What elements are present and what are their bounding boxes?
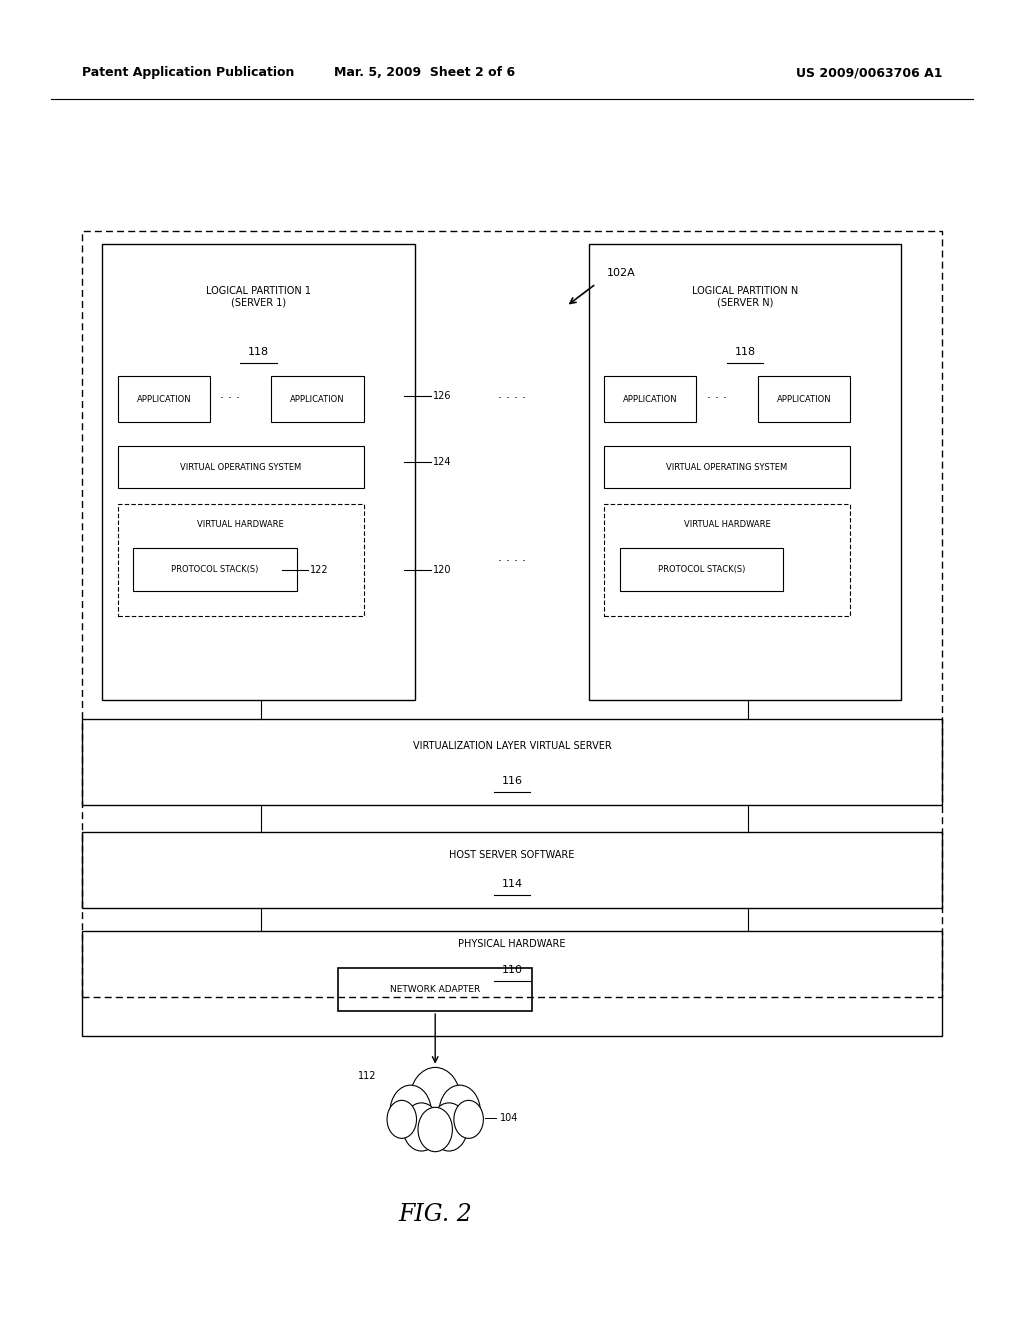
Bar bbox=[118, 446, 364, 488]
Bar bbox=[82, 931, 942, 1036]
Circle shape bbox=[430, 1104, 468, 1151]
Circle shape bbox=[390, 1085, 431, 1138]
Bar bbox=[82, 231, 942, 997]
Text: 104: 104 bbox=[500, 1113, 518, 1123]
Bar bbox=[82, 719, 942, 805]
Circle shape bbox=[454, 1101, 483, 1138]
Text: 120: 120 bbox=[433, 565, 452, 576]
Bar bbox=[758, 376, 850, 422]
Circle shape bbox=[439, 1085, 480, 1138]
Text: APPLICATION: APPLICATION bbox=[136, 395, 191, 404]
Text: APPLICATION: APPLICATION bbox=[623, 395, 678, 404]
Circle shape bbox=[402, 1104, 440, 1151]
Bar bbox=[604, 376, 696, 422]
Bar bbox=[133, 548, 297, 591]
Bar bbox=[271, 376, 364, 422]
Text: APPLICATION: APPLICATION bbox=[290, 395, 345, 404]
Text: 102A: 102A bbox=[607, 268, 636, 279]
Bar bbox=[102, 244, 415, 700]
Text: Patent Application Publication: Patent Application Publication bbox=[82, 66, 294, 79]
Text: PROTOCOL STACK(S): PROTOCOL STACK(S) bbox=[171, 565, 259, 574]
Circle shape bbox=[410, 1068, 461, 1134]
Bar bbox=[118, 504, 364, 616]
Text: PROTOCOL STACK(S): PROTOCOL STACK(S) bbox=[657, 565, 745, 574]
Text: FIG. 2: FIG. 2 bbox=[398, 1203, 472, 1226]
Text: 114: 114 bbox=[502, 879, 522, 890]
Text: 112: 112 bbox=[358, 1071, 377, 1081]
Text: PHYSICAL HARDWARE: PHYSICAL HARDWARE bbox=[459, 939, 565, 949]
Circle shape bbox=[387, 1101, 417, 1138]
Text: 116: 116 bbox=[502, 776, 522, 787]
Bar bbox=[338, 968, 532, 1011]
Text: · · · ·: · · · · bbox=[498, 554, 526, 568]
Bar bbox=[589, 244, 901, 700]
Text: 110: 110 bbox=[502, 965, 522, 975]
Text: US 2009/0063706 A1: US 2009/0063706 A1 bbox=[796, 66, 942, 79]
Bar bbox=[620, 548, 783, 591]
Text: APPLICATION: APPLICATION bbox=[776, 395, 831, 404]
Text: VIRTUAL HARDWARE: VIRTUAL HARDWARE bbox=[684, 520, 770, 528]
Text: 122: 122 bbox=[310, 565, 329, 576]
Bar bbox=[82, 832, 942, 908]
Text: VIRTUAL OPERATING SYSTEM: VIRTUAL OPERATING SYSTEM bbox=[667, 463, 787, 471]
Text: 118: 118 bbox=[734, 347, 756, 358]
Text: 124: 124 bbox=[433, 457, 452, 467]
Text: NETWORK ADAPTER: NETWORK ADAPTER bbox=[390, 985, 480, 994]
Text: Mar. 5, 2009  Sheet 2 of 6: Mar. 5, 2009 Sheet 2 of 6 bbox=[335, 66, 515, 79]
Text: 126: 126 bbox=[433, 391, 452, 401]
Bar bbox=[604, 504, 850, 616]
Text: VIRTUAL OPERATING SYSTEM: VIRTUAL OPERATING SYSTEM bbox=[180, 463, 301, 471]
Text: VIRTUAL HARDWARE: VIRTUAL HARDWARE bbox=[198, 520, 284, 528]
Text: HOST SERVER SOFTWARE: HOST SERVER SOFTWARE bbox=[450, 850, 574, 861]
Text: · · ·: · · · bbox=[707, 392, 727, 405]
Bar bbox=[118, 376, 210, 422]
Text: · · ·: · · · bbox=[220, 392, 241, 405]
Text: VIRTUALIZATION LAYER VIRTUAL SERVER: VIRTUALIZATION LAYER VIRTUAL SERVER bbox=[413, 741, 611, 751]
Text: · · · ·: · · · · bbox=[498, 392, 526, 405]
Text: LOGICAL PARTITION 1
(SERVER 1): LOGICAL PARTITION 1 (SERVER 1) bbox=[206, 286, 311, 308]
Text: LOGICAL PARTITION N
(SERVER N): LOGICAL PARTITION N (SERVER N) bbox=[692, 286, 798, 308]
Bar bbox=[604, 446, 850, 488]
Circle shape bbox=[418, 1107, 453, 1151]
Text: 118: 118 bbox=[248, 347, 269, 358]
